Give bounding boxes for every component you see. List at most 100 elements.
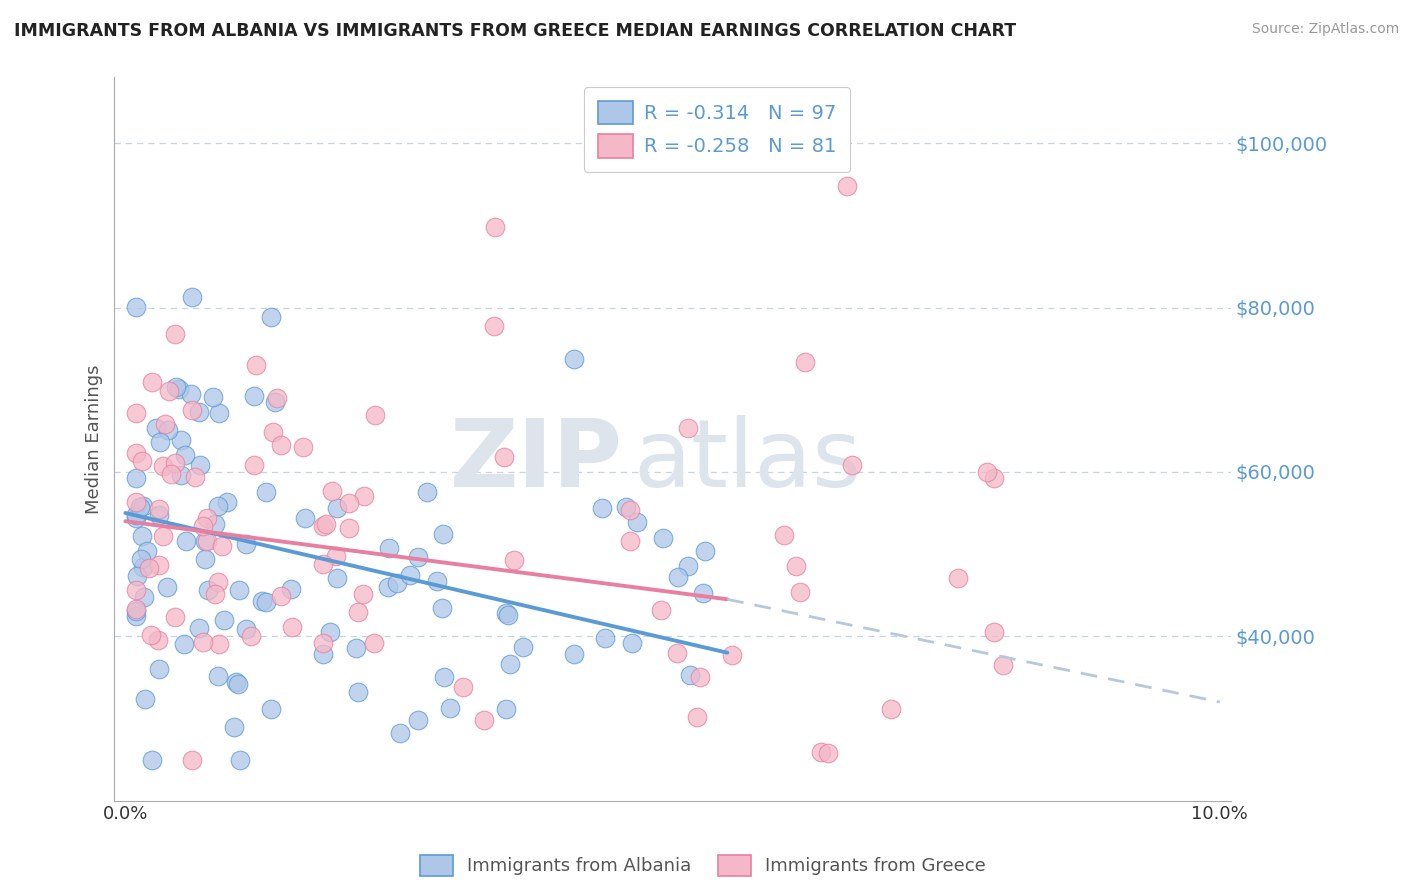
Point	[180, 290, 202, 304]
Point	[620, 636, 643, 650]
Point	[211, 539, 233, 553]
Point	[125, 508, 148, 522]
Point	[263, 394, 285, 409]
Point	[225, 675, 247, 690]
Point	[946, 571, 969, 585]
Point	[228, 582, 250, 597]
Point	[619, 503, 641, 517]
Point	[280, 582, 302, 597]
Point	[789, 584, 811, 599]
Point	[207, 575, 229, 590]
Point	[880, 702, 903, 716]
Point	[148, 508, 170, 522]
Point	[132, 560, 155, 574]
Point	[983, 471, 1005, 485]
Point	[139, 628, 162, 642]
Point	[377, 581, 399, 595]
Point	[668, 570, 690, 584]
Point	[983, 625, 1005, 640]
Point	[315, 516, 337, 531]
Point	[270, 437, 292, 451]
Text: IMMIGRANTS FROM ALBANIA VS IMMIGRANTS FROM GREECE MEDIAN EARNINGS CORRELATION CH: IMMIGRANTS FROM ALBANIA VS IMMIGRANTS FR…	[14, 22, 1017, 40]
Point	[312, 648, 335, 662]
Point	[810, 744, 832, 758]
Point	[364, 409, 387, 423]
Point	[134, 692, 156, 706]
Point	[976, 466, 998, 480]
Point	[149, 435, 172, 450]
Point	[127, 569, 149, 583]
Point	[614, 500, 637, 514]
Point	[240, 629, 263, 643]
Point	[266, 391, 288, 405]
Point	[426, 574, 449, 589]
Point	[187, 404, 209, 418]
Point	[686, 709, 709, 723]
Point	[188, 458, 211, 472]
Point	[785, 558, 807, 573]
Point	[619, 533, 641, 548]
Point	[165, 327, 187, 342]
Point	[167, 382, 190, 396]
Point	[772, 528, 794, 542]
Point	[562, 351, 585, 366]
Point	[125, 604, 148, 618]
Point	[319, 625, 342, 640]
Point	[347, 606, 370, 620]
Y-axis label: Median Earnings: Median Earnings	[86, 364, 103, 514]
Point	[165, 380, 187, 394]
Point	[131, 499, 153, 513]
Point	[321, 484, 343, 499]
Point	[187, 621, 209, 635]
Point	[195, 534, 218, 549]
Point	[439, 701, 461, 715]
Text: atlas: atlas	[634, 415, 862, 507]
Point	[229, 752, 252, 766]
Point	[160, 467, 183, 482]
Point	[226, 677, 249, 691]
Point	[165, 609, 187, 624]
Point	[125, 406, 148, 420]
Point	[208, 637, 231, 651]
Point	[679, 667, 702, 681]
Point	[837, 178, 859, 193]
Point	[991, 658, 1014, 673]
Point	[593, 631, 616, 645]
Point	[222, 720, 245, 734]
Point	[495, 606, 517, 620]
Point	[235, 622, 257, 636]
Point	[281, 620, 304, 634]
Point	[146, 632, 169, 647]
Point	[191, 518, 214, 533]
Point	[474, 713, 496, 727]
Legend: R = -0.314   N = 97, R = -0.258   N = 81: R = -0.314 N = 97, R = -0.258 N = 81	[583, 87, 851, 171]
Point	[217, 495, 239, 509]
Point	[502, 553, 524, 567]
Point	[204, 586, 226, 600]
Point	[337, 496, 360, 510]
Point	[432, 526, 454, 541]
Point	[132, 590, 155, 604]
Point	[453, 680, 475, 694]
Point	[174, 534, 197, 549]
Point	[254, 595, 277, 609]
Point	[165, 457, 187, 471]
Text: Source: ZipAtlas.com: Source: ZipAtlas.com	[1251, 22, 1399, 37]
Point	[312, 558, 335, 572]
Point	[337, 521, 360, 535]
Point	[173, 448, 195, 462]
Point	[125, 582, 148, 597]
Point	[194, 552, 217, 566]
Point	[650, 602, 672, 616]
Point	[512, 640, 534, 655]
Point	[125, 601, 148, 615]
Point	[312, 519, 335, 533]
Point	[148, 502, 170, 516]
Point	[689, 669, 711, 683]
Point	[131, 551, 153, 566]
Point	[794, 355, 817, 369]
Point	[148, 558, 170, 573]
Point	[326, 501, 349, 516]
Point	[169, 467, 191, 482]
Point	[651, 531, 673, 545]
